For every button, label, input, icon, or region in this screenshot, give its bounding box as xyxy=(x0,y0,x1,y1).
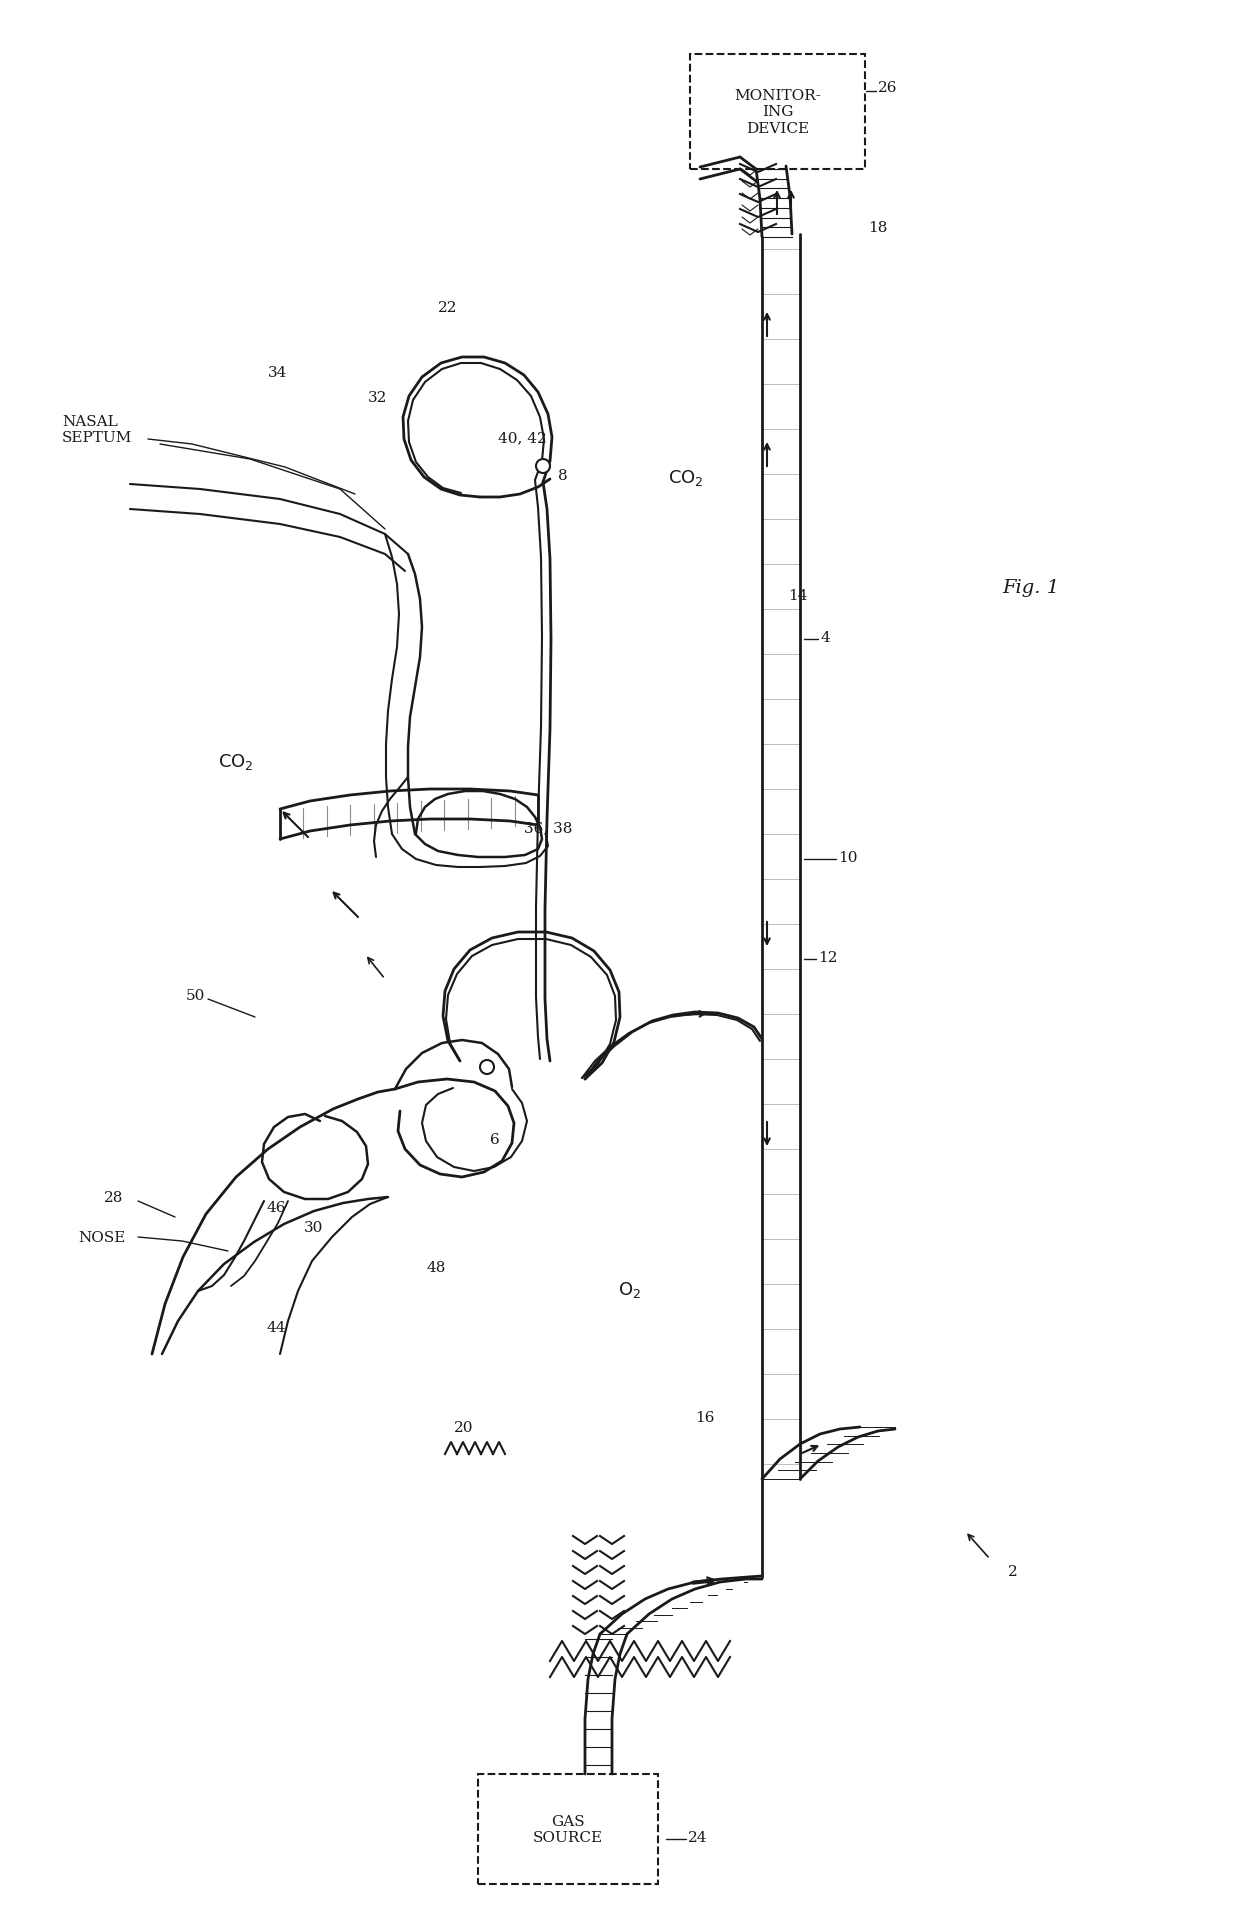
Text: 8: 8 xyxy=(558,469,568,483)
Text: 2: 2 xyxy=(1008,1565,1018,1578)
Text: NOSE: NOSE xyxy=(78,1231,125,1244)
Text: 32: 32 xyxy=(368,390,387,406)
Text: 26: 26 xyxy=(878,81,898,95)
Text: $\mathrm{O_2}$: $\mathrm{O_2}$ xyxy=(618,1279,641,1300)
Text: 10: 10 xyxy=(838,850,858,864)
Text: NASAL
SEPTUM: NASAL SEPTUM xyxy=(62,415,133,444)
Text: 14: 14 xyxy=(787,589,807,603)
Text: 40, 42: 40, 42 xyxy=(498,431,547,444)
Text: 44: 44 xyxy=(267,1320,285,1335)
Text: $\mathrm{CO_2}$: $\mathrm{CO_2}$ xyxy=(218,752,254,771)
Circle shape xyxy=(480,1061,494,1074)
Text: 48: 48 xyxy=(427,1260,445,1275)
Text: 4: 4 xyxy=(820,630,830,645)
Circle shape xyxy=(536,460,551,473)
Text: Fig. 1: Fig. 1 xyxy=(1002,580,1059,597)
Text: MONITOR-
ING
DEVICE: MONITOR- ING DEVICE xyxy=(734,89,821,135)
Text: 16: 16 xyxy=(694,1410,714,1424)
Text: 30: 30 xyxy=(304,1221,324,1235)
Text: 34: 34 xyxy=(268,365,288,381)
Text: 12: 12 xyxy=(818,951,837,964)
Text: 50: 50 xyxy=(186,989,206,1003)
FancyBboxPatch shape xyxy=(477,1774,658,1884)
Text: 28: 28 xyxy=(104,1190,123,1204)
Text: 46: 46 xyxy=(267,1200,285,1215)
FancyBboxPatch shape xyxy=(689,54,866,170)
Text: GAS
SOURCE: GAS SOURCE xyxy=(533,1814,603,1845)
Text: 24: 24 xyxy=(688,1830,708,1843)
Text: $\mathrm{CO_2}$: $\mathrm{CO_2}$ xyxy=(668,468,703,487)
Text: 20: 20 xyxy=(454,1420,474,1434)
Text: 18: 18 xyxy=(868,220,888,236)
Text: 22: 22 xyxy=(438,301,458,315)
Text: 36, 38: 36, 38 xyxy=(525,821,573,835)
Text: 6: 6 xyxy=(490,1132,500,1146)
